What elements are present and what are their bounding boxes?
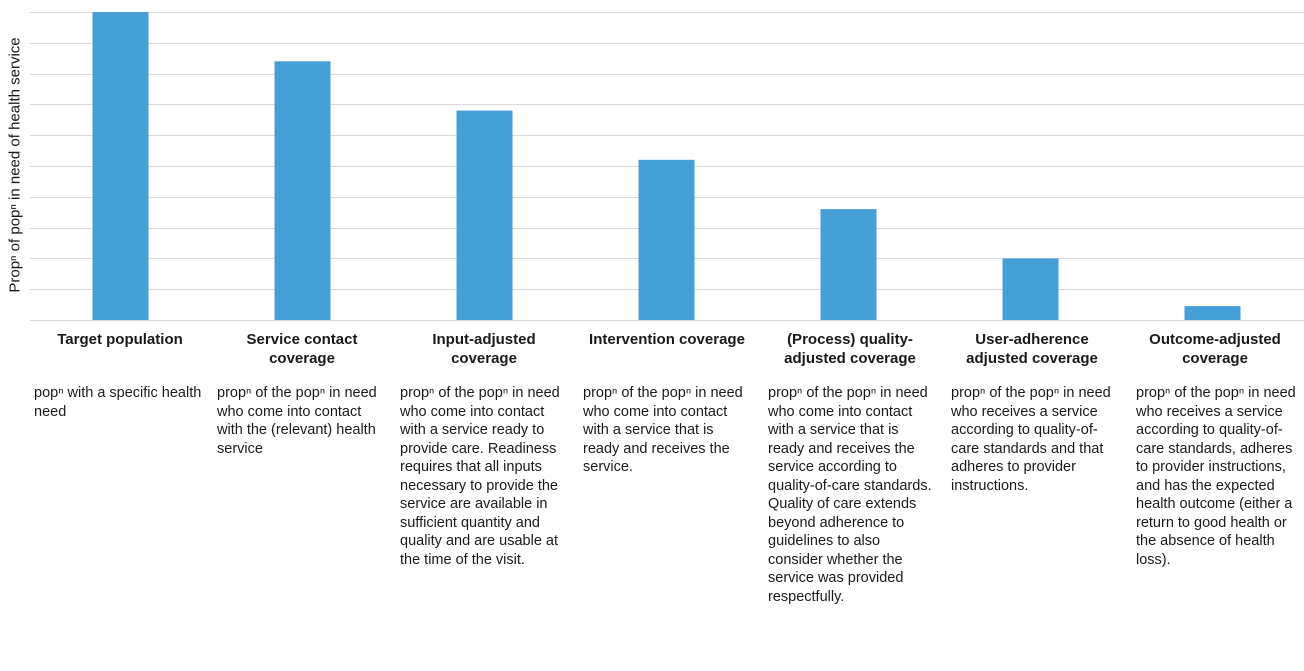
y-axis-label-container: Propⁿ of popⁿ in need of health service: [2, 12, 28, 318]
category-description-quality-adjusted-coverage: propⁿ of the popⁿ in need who come into …: [768, 385, 932, 605]
bar-4: [638, 159, 695, 320]
category-description-outcome-adjusted-coverage: propⁿ of the popⁿ in need who receives a…: [1136, 385, 1296, 568]
category-description-user-adherence-coverage: propⁿ of the popⁿ in need who receives a…: [951, 385, 1111, 494]
category-description-intervention-coverage: propⁿ of the popⁿ in need who come into …: [583, 385, 743, 475]
bar-3: [456, 110, 513, 320]
category-description-target-population: popⁿ with a specific health need: [34, 385, 202, 420]
bar-1: [92, 12, 149, 320]
category-label-user-adherence-coverage: User-adherence adjusted coverage: [966, 331, 1098, 367]
bar-6: [1002, 258, 1059, 320]
category-description-service-contact-coverage: propⁿ of the popⁿ in need who come into …: [217, 385, 377, 457]
bar-7: [1184, 306, 1241, 320]
bar-2: [274, 61, 331, 321]
category-label-outcome-adjusted-coverage: Outcome-adjusted coverage: [1149, 331, 1281, 367]
category-label-quality-adjusted-coverage: (Process) quality-adjusted coverage: [784, 331, 916, 367]
category-label-input-adjusted-coverage: Input-adjusted coverage: [432, 331, 536, 367]
category-label-target-population: Target population: [57, 331, 183, 348]
category-label-service-contact-coverage: Service contact coverage: [246, 331, 358, 367]
category-label-intervention-coverage: Intervention coverage: [589, 331, 745, 348]
bar-5: [820, 209, 877, 320]
category-description-input-adjusted-coverage: propⁿ of the popⁿ in need who come into …: [400, 385, 560, 568]
bar-chart: [30, 12, 1304, 321]
y-axis-label: Propⁿ of popⁿ in need of health service: [6, 37, 24, 293]
